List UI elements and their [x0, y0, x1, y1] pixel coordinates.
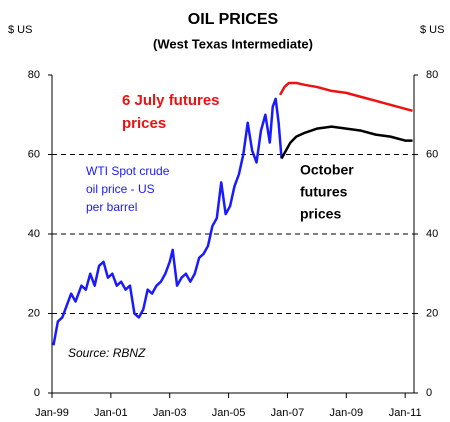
- y2-axis-label: $ US: [420, 24, 444, 36]
- annotation: October: [300, 162, 354, 178]
- x-tick-label: Jan-03: [153, 407, 187, 419]
- y2-tick-label: 0: [426, 387, 432, 399]
- chart-title: OIL PRICES: [188, 11, 279, 28]
- y2-tick-label: 20: [426, 307, 438, 319]
- x-tick-label: Jan-09: [329, 407, 363, 419]
- x-tick-label: Jan-05: [212, 407, 246, 419]
- y-tick-label: 60: [28, 148, 40, 160]
- x-tick-label: Jan-11: [389, 407, 422, 419]
- annotation: WTI Spot crude: [86, 164, 170, 178]
- annotation: futures: [300, 184, 348, 200]
- y2-tick-label: 60: [426, 148, 438, 160]
- y-tick-label: 40: [28, 228, 40, 240]
- y-tick-label: 20: [28, 307, 40, 319]
- annotation: prices: [122, 115, 166, 132]
- y-axis-label: $ US: [8, 24, 32, 36]
- y2-tick-label: 80: [426, 69, 438, 81]
- annotation: prices: [300, 206, 341, 222]
- x-tick-label: Jan-01: [94, 407, 128, 419]
- data-line: [280, 125, 413, 160]
- y-tick-label: 80: [28, 69, 40, 81]
- y2-tick-label: 40: [426, 228, 438, 240]
- chart-subtitle: (West Texas Intermediate): [153, 36, 313, 51]
- annotation: oil price - US: [86, 182, 155, 196]
- data-line: [278, 81, 413, 112]
- annotation: Source: RBNZ: [68, 346, 146, 360]
- annotation: 6 July futures: [122, 92, 220, 109]
- x-tick-label: Jan-99: [35, 407, 69, 419]
- x-tick-label: Jan-07: [271, 407, 305, 419]
- y-tick-label: 0: [34, 387, 40, 399]
- annotation: per barrel: [86, 200, 137, 214]
- data-line: [52, 97, 283, 346]
